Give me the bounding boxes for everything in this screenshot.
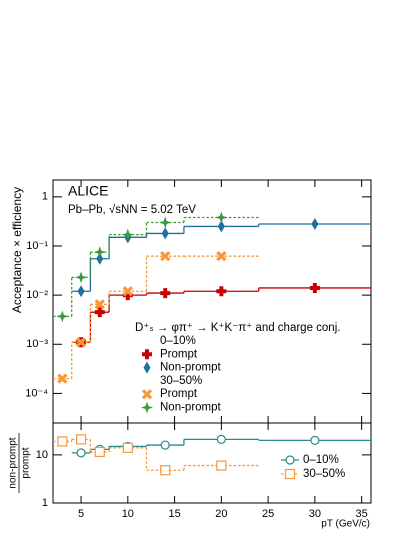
marker (94, 299, 105, 310)
marker (56, 310, 69, 323)
y-tick-label: 10 (36, 449, 48, 461)
marker (94, 307, 105, 318)
legend-marker (142, 349, 152, 360)
plot-frame (52, 422, 372, 504)
marker (285, 455, 295, 465)
y-axis-label: Acceptance × efficiency (10, 187, 24, 313)
x-tick-label: 15 (168, 508, 180, 520)
x-tick-label: 10 (122, 508, 134, 520)
marker (309, 282, 320, 293)
y-tick-label: 10⁻¹ (26, 240, 48, 252)
marker (160, 465, 171, 476)
legend-label: 0–10% (303, 454, 339, 466)
marker (216, 251, 227, 262)
marker (311, 217, 319, 230)
x-tick-label: 20 (215, 508, 227, 520)
legend-label: Non-prompt (160, 362, 222, 374)
marker (93, 246, 106, 259)
x-tick-label: 5 (78, 508, 84, 520)
legend-label: 30–50% (303, 468, 345, 480)
y-tick-label: 1 (42, 191, 48, 203)
marker (57, 436, 68, 447)
ratio-label-numerator: non-prompt (8, 437, 19, 488)
y-tick-label: 1 (42, 497, 48, 509)
marker (161, 227, 169, 240)
marker (159, 216, 172, 229)
marker (160, 440, 170, 450)
marker (76, 448, 86, 458)
marker (122, 286, 133, 297)
x-tick-label: 25 (262, 508, 274, 520)
legend-marker (141, 401, 153, 414)
legend-group: 0–10% (160, 335, 196, 347)
marker (94, 446, 105, 458)
x-tick-label: 35 (356, 508, 368, 520)
legend-marker (141, 389, 153, 400)
legend-label: Prompt (160, 388, 198, 400)
marker (284, 468, 296, 480)
marker (216, 460, 227, 471)
marker (215, 211, 228, 224)
marker (217, 220, 225, 233)
legend-title: D⁺ₛ → φπ⁺ → K⁺K⁻π⁺ and charge conj. (135, 322, 340, 334)
y-tick-label: 10⁻² (26, 289, 48, 301)
marker (310, 435, 320, 446)
x-axis-label: pT (GeV/c) (321, 519, 370, 530)
ratio-label-denominator: prompt (21, 447, 32, 478)
legend-marker (143, 361, 151, 374)
marker (216, 286, 227, 297)
marker (57, 373, 68, 384)
marker (75, 434, 87, 445)
legend-label: Prompt (160, 348, 198, 360)
marker (160, 288, 171, 299)
marker (77, 285, 85, 298)
marker (96, 252, 104, 265)
y-tick-label: 10⁻⁴ (25, 387, 48, 399)
x-tick-label: 30 (309, 508, 321, 520)
experiment-label: ALICE (68, 183, 108, 199)
legend-label: Non-prompt (160, 402, 222, 414)
marker (122, 290, 133, 301)
marker (216, 434, 226, 444)
y-tick-label: 10⁻³ (26, 338, 48, 350)
marker (75, 271, 88, 284)
marker (122, 442, 133, 453)
legend-group: 30–50% (160, 375, 202, 387)
system-label: Pb–Pb, √sNN = 5.02 TeV (68, 203, 196, 216)
marker (121, 228, 134, 241)
marker (160, 251, 171, 262)
marker (75, 337, 87, 348)
